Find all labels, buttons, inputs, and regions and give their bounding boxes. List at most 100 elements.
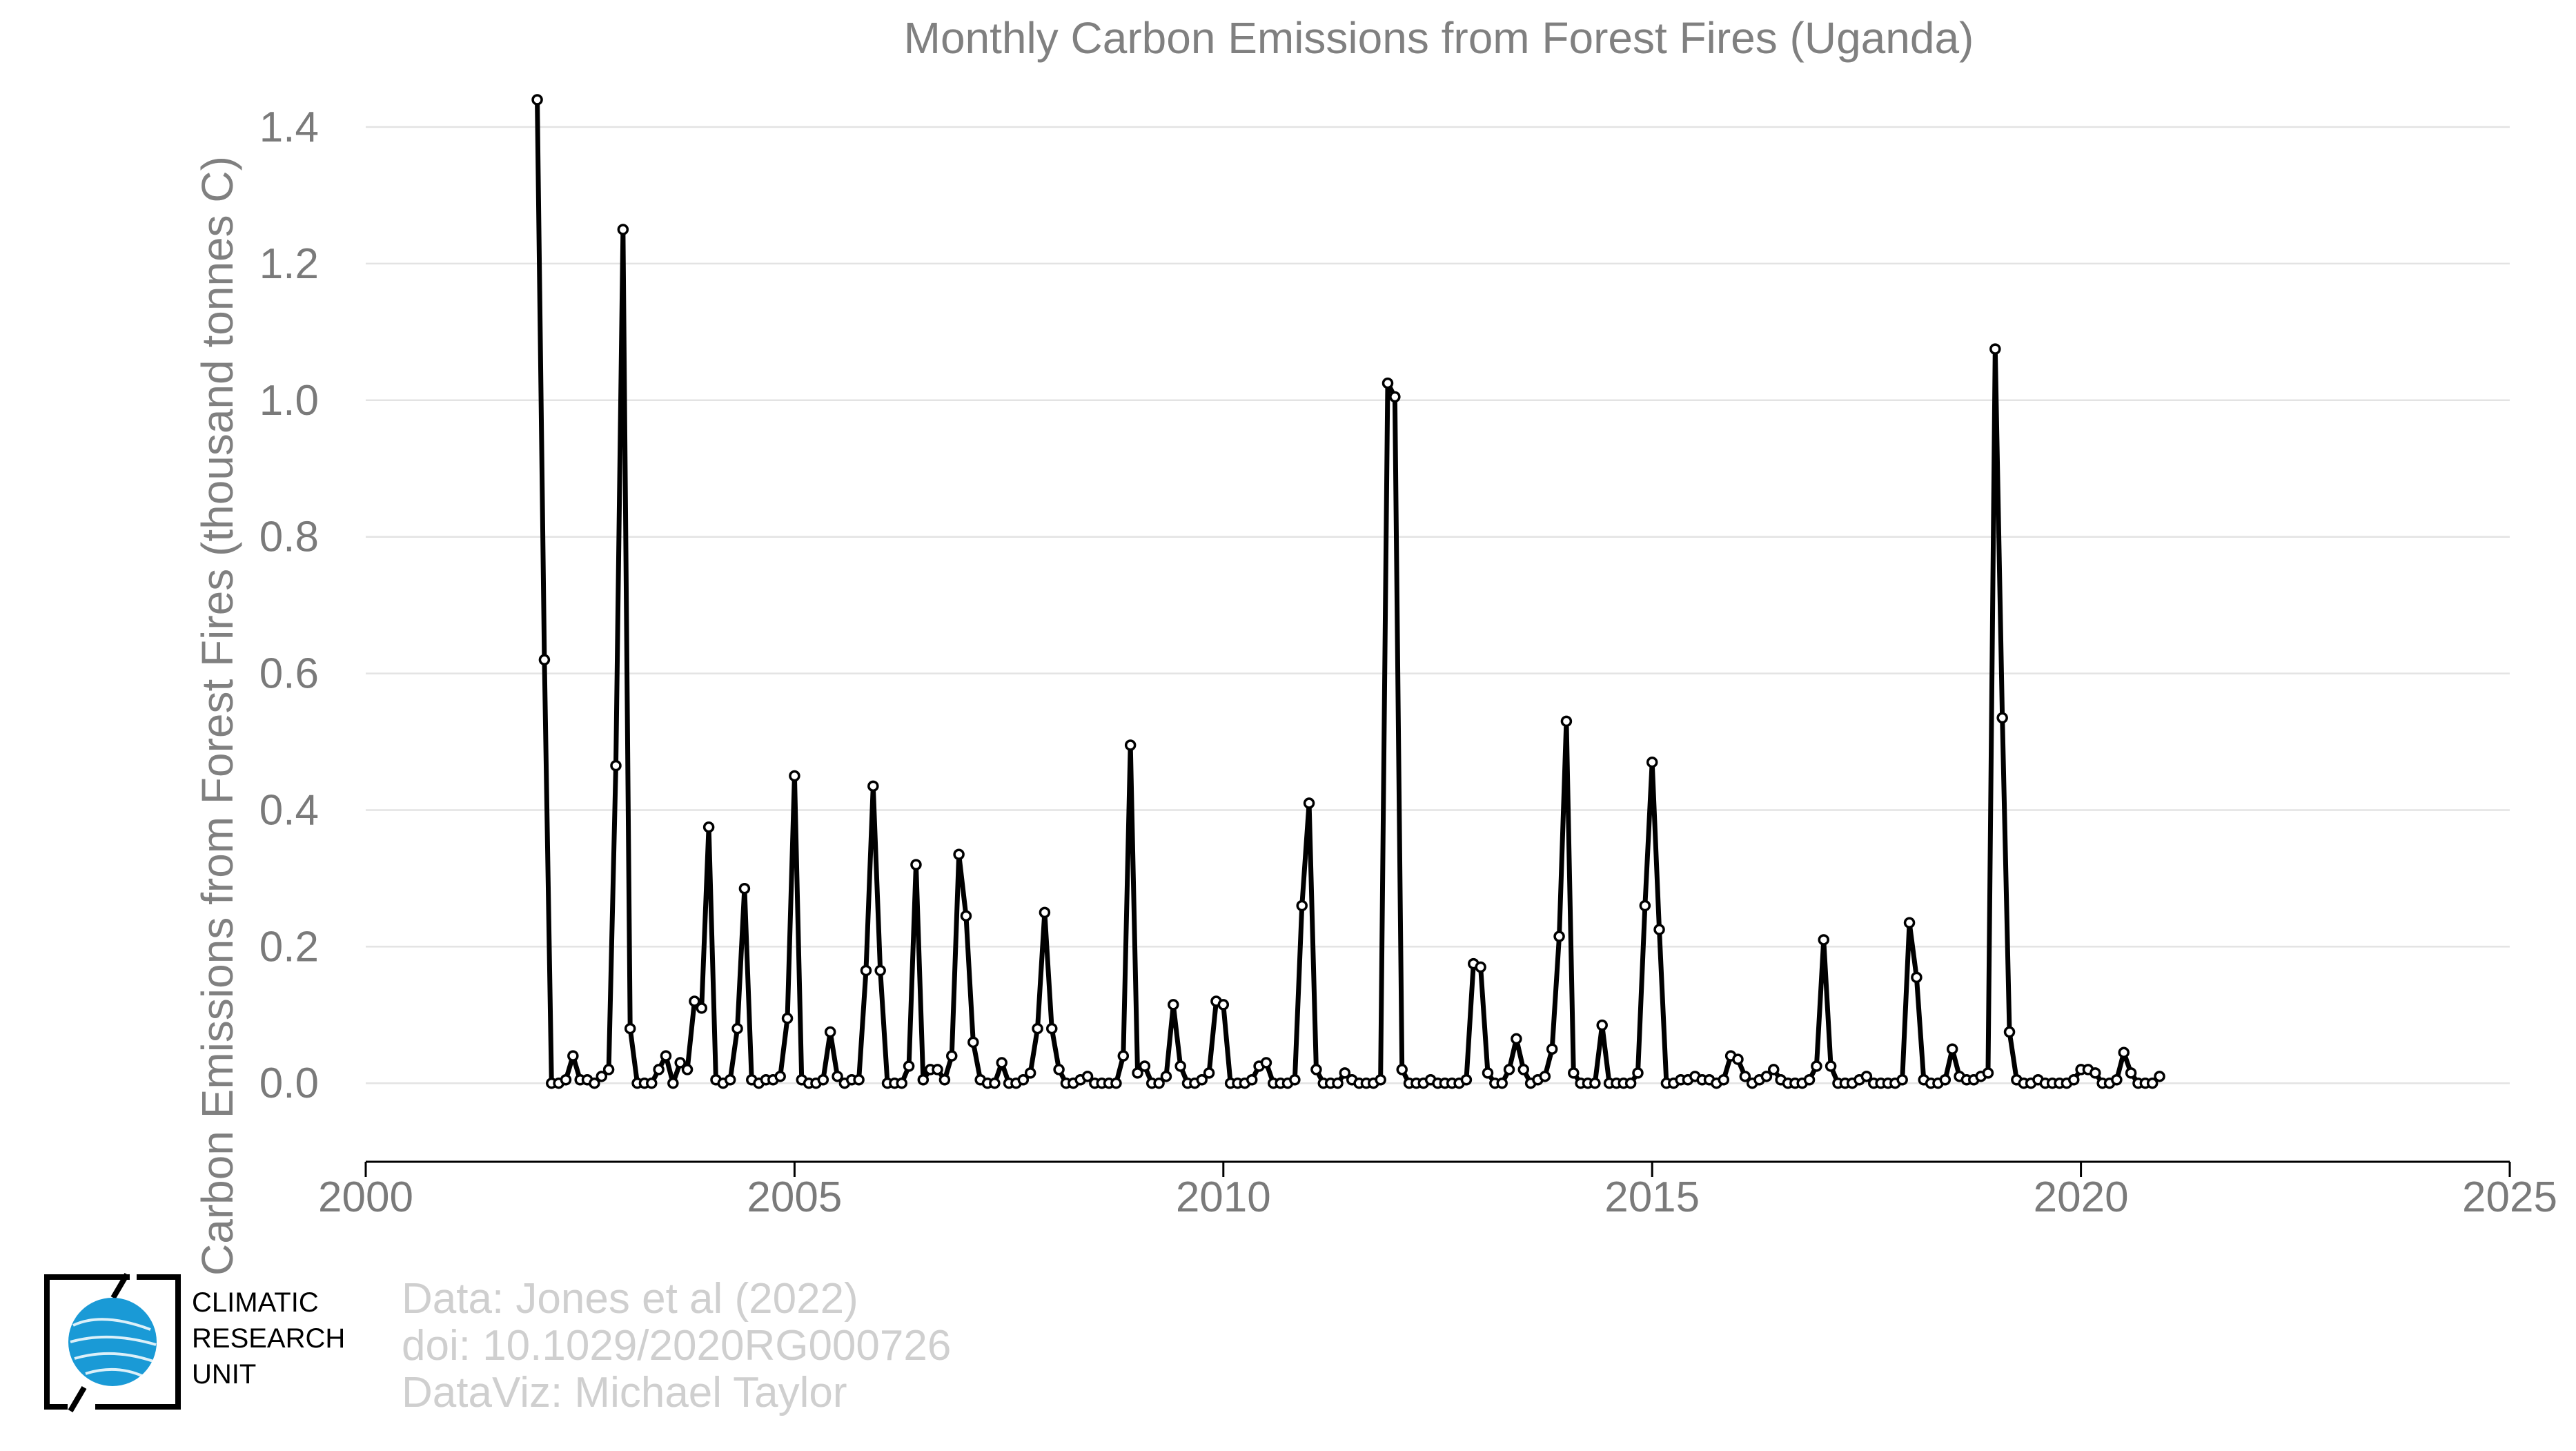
y-tick-label: 0.4 [259, 786, 319, 834]
data-point [867, 780, 879, 792]
data-point [1517, 1064, 1530, 1075]
y-axis-ticks: 0.0 0.2 0.4 0.6 0.8 1.0 1.2 1.4 [259, 104, 319, 1107]
y-tick-label: 1.0 [259, 377, 319, 425]
data-point [2111, 1074, 2123, 1086]
data-point [1160, 1071, 1172, 1082]
data-point [917, 1074, 930, 1086]
data-point [945, 1050, 958, 1062]
data-point [1174, 1060, 1186, 1072]
data-point [1024, 1067, 1036, 1079]
data-point [2154, 1071, 2165, 1082]
data-point [1639, 899, 1651, 912]
data-point [1989, 343, 2001, 355]
data-point [1546, 1043, 1558, 1055]
data-point [1818, 934, 1830, 946]
data-point [996, 1057, 1007, 1069]
logo-text-line-1: CLIMATIC [192, 1287, 319, 1318]
data-point [932, 1064, 943, 1075]
data-point [1718, 1074, 1730, 1086]
data-point [1153, 1077, 1165, 1089]
data-point [896, 1077, 907, 1089]
y-tick-label: 1.2 [259, 240, 319, 288]
x-tick-label: 2020 [2034, 1174, 2129, 1221]
data-point [2003, 1026, 2016, 1038]
data-point [2067, 1074, 2080, 1086]
data-point [1511, 1033, 1522, 1045]
data-point [1646, 756, 1658, 768]
x-tick-label: 2000 [318, 1174, 413, 1221]
data-point [1124, 739, 1137, 751]
data-point [1739, 1071, 1751, 1082]
logo-text-line-3: UNIT [192, 1359, 256, 1390]
data-point [1039, 906, 1051, 919]
data-point [702, 821, 715, 833]
data-point [817, 1074, 829, 1086]
data-point [1624, 1077, 1637, 1089]
data-point [624, 1022, 636, 1035]
data-point [1653, 924, 1665, 935]
data-point [696, 1002, 708, 1014]
y-tick-label: 0.8 [259, 514, 319, 561]
data-point [953, 848, 965, 861]
data-point [660, 1050, 672, 1062]
data-point [1168, 999, 1179, 1011]
data-point [1053, 1064, 1065, 1075]
series-emissions [531, 94, 2165, 1089]
data-point [1310, 1064, 1322, 1075]
data-point [1496, 1077, 1508, 1089]
data-point [610, 759, 622, 772]
data-point [903, 1060, 915, 1072]
data-point [724, 1074, 736, 1086]
data-point [2146, 1077, 2159, 1089]
data-point [1196, 1074, 1208, 1086]
x-tick-label: 2025 [2462, 1174, 2557, 1221]
logo-bracket-icon [44, 1272, 181, 1413]
data-point [1303, 797, 1315, 809]
x-axis: 2000 2005 2010 2015 2020 2025 [318, 1160, 2557, 1221]
data-point [960, 910, 972, 922]
data-point [1553, 931, 1565, 942]
data-point [1982, 1067, 1994, 1079]
climatic-research-unit-logo: CLIMATIC RESEARCH UNIT [40, 1270, 357, 1415]
data-point [1032, 1022, 1043, 1035]
data-point [1939, 1074, 1951, 1086]
data-point [1382, 377, 1394, 389]
data-point [538, 654, 551, 666]
data-point [567, 1050, 579, 1062]
data-point [1132, 1067, 1143, 1079]
data-point [1803, 1074, 1816, 1086]
data-point [1375, 1074, 1386, 1086]
data-point [667, 1077, 679, 1089]
data-point [1081, 1071, 1094, 1082]
data-point [731, 1022, 743, 1035]
data-point [1760, 1071, 1773, 1082]
x-tick-label: 2010 [1176, 1174, 1271, 1221]
data-point [1768, 1064, 1780, 1075]
data-point [653, 1064, 665, 1075]
data-point [1110, 1077, 1122, 1089]
data-point [1996, 712, 2008, 724]
data-point [1139, 1060, 1151, 1072]
data-point [1217, 999, 1230, 1011]
data-point [674, 1057, 686, 1069]
x-tick-label: 2005 [747, 1174, 842, 1221]
data-point [824, 1026, 836, 1038]
data-point [1475, 961, 1486, 973]
data-point [596, 1071, 608, 1082]
data-point [789, 770, 800, 782]
data-point [910, 859, 922, 870]
y-tick-label: 0.2 [259, 923, 319, 971]
data-point [1896, 1074, 1908, 1086]
x-tick-label: 2015 [1604, 1174, 1700, 1221]
logo-text-line-2: RESEARCH [192, 1323, 345, 1354]
data-point [860, 964, 872, 977]
data-point [1332, 1077, 1344, 1089]
data-point [989, 1077, 1001, 1089]
data-point [2118, 1046, 2130, 1058]
data-point [1396, 1064, 1408, 1075]
data-point [1903, 917, 1916, 928]
y-tick-label: 1.4 [259, 104, 319, 151]
data-point [1117, 1050, 1130, 1062]
data-point [617, 224, 629, 235]
